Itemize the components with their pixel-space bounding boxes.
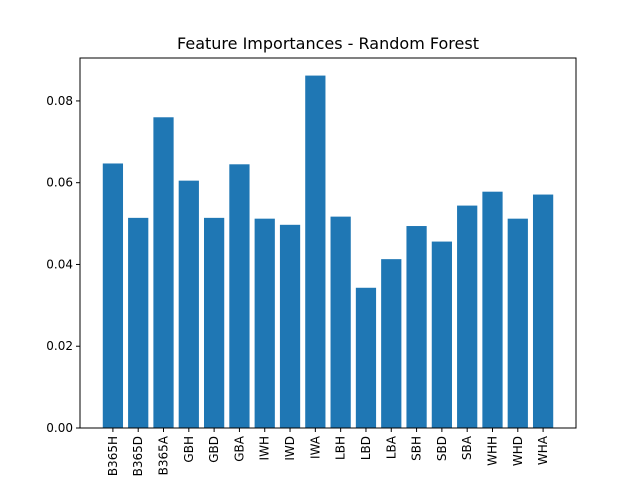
y-axis-ticks: 0.00 0.02 0.04 0.06 0.08	[46, 94, 80, 435]
y-tick-label: 0.06	[46, 176, 73, 190]
bar-b365d	[128, 217, 149, 428]
bar-b365a	[153, 117, 174, 428]
bar-sbd	[431, 241, 452, 428]
x-tick-label: LBA	[384, 435, 398, 459]
y-tick-label: 0.04	[46, 257, 73, 271]
bar-iwh	[254, 218, 275, 428]
bar-sbh	[406, 226, 427, 428]
x-tick-label: SBA	[460, 435, 474, 460]
y-tick-label: 0.00	[46, 421, 73, 435]
bar-whd	[507, 218, 528, 428]
bar-lbd	[355, 287, 377, 428]
x-tick-label: GBD	[207, 436, 221, 463]
x-tick-label: SBD	[435, 436, 449, 461]
bar-gbd	[204, 217, 225, 428]
y-tick-label: 0.08	[46, 94, 73, 108]
x-tick-label: WHD	[511, 436, 525, 466]
bar-sba	[457, 205, 478, 428]
bar-lba	[381, 259, 402, 428]
x-axis-ticks: B365H B365D B365A GBH GBD GBA IWH IWD IWA LBH LBD L…	[106, 428, 550, 476]
x-tick-label: B365A	[157, 435, 171, 475]
bars-group	[102, 75, 554, 429]
bar-iwd	[279, 224, 301, 428]
x-tick-label: GBA	[232, 435, 246, 462]
x-tick-label: B365D	[131, 436, 145, 476]
bar-gba	[229, 164, 250, 429]
x-tick-label: IWA	[308, 435, 322, 459]
bar-gbh	[178, 180, 199, 428]
x-tick-label: IWH	[258, 436, 272, 460]
bar-lbh	[330, 216, 351, 428]
x-tick-label: LBH	[334, 436, 348, 460]
x-tick-label: GBH	[182, 436, 196, 463]
x-tick-label: WHA	[536, 435, 550, 465]
plot-frame	[79, 57, 577, 429]
x-tick-label: WHH	[485, 436, 499, 466]
y-tick-label: 0.02	[46, 339, 73, 353]
x-tick-label: IWD	[283, 436, 297, 461]
bar-wha	[532, 194, 554, 428]
chart-title: Feature Importances - Random Forest	[177, 34, 479, 53]
x-tick-label: B365H	[106, 436, 120, 476]
x-tick-label: LBD	[359, 436, 373, 460]
bar-whh	[482, 191, 503, 428]
bar-b365h	[102, 163, 124, 429]
bar-iwa	[305, 75, 326, 428]
x-tick-label: SBH	[410, 436, 424, 461]
